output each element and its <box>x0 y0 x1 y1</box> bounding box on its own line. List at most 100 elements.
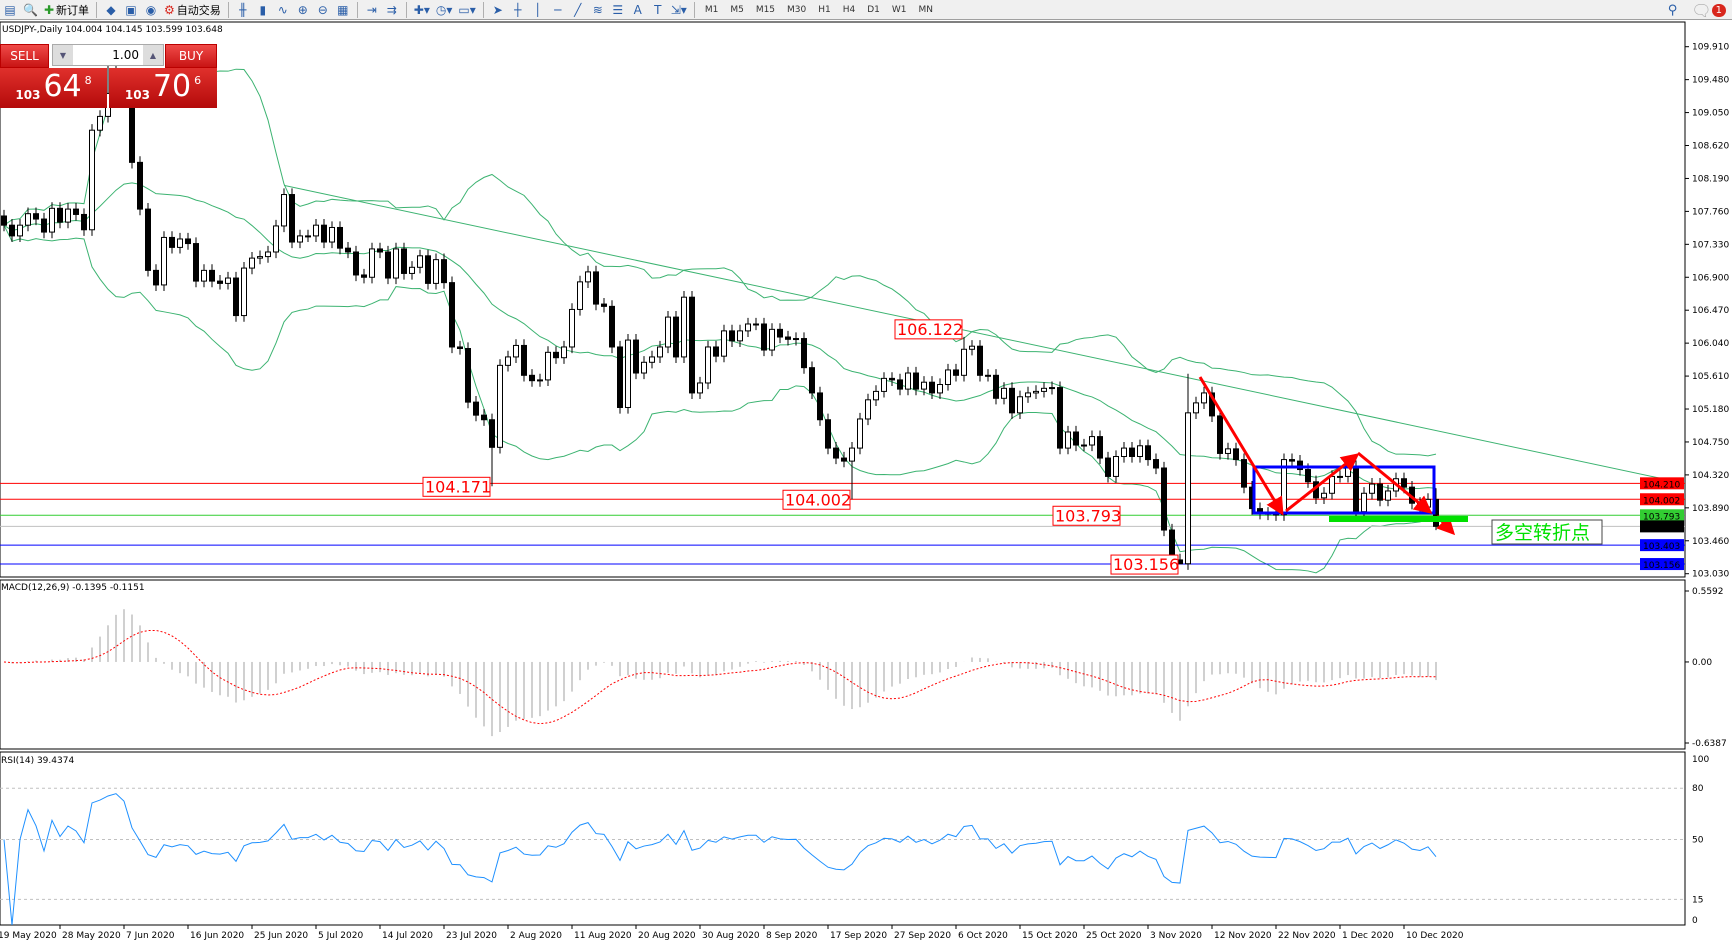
lot-size-input[interactable]: 1.00 <box>112 48 139 62</box>
candlestick-button[interactable]: ▮ <box>253 1 273 19</box>
vertical-line-button[interactable]: │ <box>528 1 548 19</box>
line-chart-button[interactable]: ∿ <box>273 1 293 19</box>
bid-price[interactable]: 103 64 8 <box>0 68 107 108</box>
trendline-button[interactable]: ╱ <box>568 1 588 19</box>
candle-body <box>1113 456 1119 477</box>
signals-button[interactable]: ◉ <box>141 1 161 19</box>
candle <box>281 188 287 233</box>
ask-price[interactable]: 103 70 6 <box>109 68 217 108</box>
candle <box>425 249 431 290</box>
candle <box>225 271 231 290</box>
timeframe-m15[interactable]: M15 <box>755 4 776 15</box>
timeframe-h1[interactable]: H1 <box>818 4 831 15</box>
timeframe-h4[interactable]: H4 <box>842 4 856 15</box>
timeframe-m30[interactable]: M30 <box>787 4 807 15</box>
date-tick-label: 20 Aug 2020 <box>638 931 696 941</box>
search-icon[interactable]: ⚲ <box>1667 2 1678 18</box>
chart-shift-button[interactable]: ⇥ <box>362 1 382 19</box>
candle <box>217 274 223 290</box>
candle-body <box>505 356 511 366</box>
candle-body <box>1129 447 1135 458</box>
zoom-chart-button[interactable]: 🔍 <box>20 1 41 19</box>
horizontal-line-button[interactable]: ─ <box>548 1 568 19</box>
timeframe-w1[interactable]: W1 <box>891 4 907 15</box>
candle <box>825 413 831 455</box>
lot-size-stepper[interactable]: ▼ 1.00 ▲ <box>52 44 164 66</box>
candle <box>257 250 263 265</box>
periods-button[interactable]: ◷▾ <box>433 1 456 19</box>
candle-body <box>273 225 279 253</box>
price-tag <box>1640 509 1684 522</box>
candle-body <box>777 328 783 338</box>
zoom-out-button[interactable]: ⊖ <box>313 1 333 19</box>
downtrend-line <box>283 184 1685 484</box>
timeframe-d1[interactable]: D1 <box>867 4 880 15</box>
date-tick-label: 27 Sep 2020 <box>894 931 951 941</box>
candle-body <box>1065 431 1071 449</box>
candle <box>649 350 655 369</box>
fibo-fan-button[interactable]: ☰ <box>608 1 628 19</box>
candle <box>73 202 79 221</box>
sell-button[interactable]: SELL <box>0 44 49 68</box>
candle-body <box>585 271 591 283</box>
fibonacci-button[interactable]: ≋ <box>588 1 608 19</box>
market-watch-button[interactable]: ◆ <box>101 1 121 19</box>
rsi-panel <box>0 751 1686 926</box>
notifications-button[interactable]: 🗨 1 <box>1691 1 1726 20</box>
candlestick-icon: ▮ <box>259 2 267 17</box>
zoom-in-button[interactable]: ⊕ <box>293 1 313 19</box>
candle <box>345 242 351 259</box>
tile-windows-button[interactable]: ▦ <box>333 1 353 19</box>
auto-scroll-button[interactable]: ⇉ <box>382 1 402 19</box>
new-order-icon: ✚ <box>43 2 55 17</box>
price-tag <box>1640 493 1684 506</box>
candle-body <box>305 235 311 238</box>
date-tick-label: 5 Jul 2020 <box>318 931 363 941</box>
arrows-button[interactable]: ⇲▾ <box>668 1 690 19</box>
candle <box>1041 382 1047 398</box>
new-chart-button[interactable]: ▤ <box>0 1 20 19</box>
candle <box>465 342 471 409</box>
candle <box>841 451 847 468</box>
date-tick-label: 3 Nov 2020 <box>1150 931 1202 941</box>
candle-body <box>41 218 47 233</box>
candle-body <box>681 296 687 358</box>
candle-body <box>1329 475 1335 494</box>
candle <box>369 242 375 284</box>
candle <box>1385 484 1391 507</box>
timeframe-mn[interactable]: MN <box>918 4 934 15</box>
candle <box>137 156 143 216</box>
candle-body <box>185 238 191 245</box>
price-label-box <box>894 319 963 340</box>
candle-body <box>1041 387 1047 392</box>
cursor-button[interactable]: ➤ <box>488 1 508 19</box>
candle-body <box>17 224 23 237</box>
candle <box>721 324 727 363</box>
auto-trading-button[interactable]: ⚙ 自动交易 <box>161 1 224 19</box>
bar-chart-button[interactable]: ╫ <box>233 1 253 19</box>
buy-button[interactable]: BUY <box>165 44 217 68</box>
candle-body <box>1425 498 1431 508</box>
timeframe-m1[interactable]: M1 <box>704 4 719 15</box>
timeframe-m5[interactable]: M5 <box>730 4 744 15</box>
candle <box>1209 386 1215 423</box>
candle-body <box>937 384 943 394</box>
templates-button[interactable]: ▭▾ <box>455 1 478 19</box>
candle-body <box>1385 490 1391 501</box>
date-tick-label: 1 Dec 2020 <box>1342 931 1394 941</box>
candle-body <box>873 390 879 401</box>
crosshair-button[interactable]: ┼ <box>508 1 528 19</box>
new-order-button[interactable]: ✚ 新订单 <box>41 1 92 19</box>
chat-icon: 🗨 <box>1691 0 1712 20</box>
candle <box>537 373 543 387</box>
text-button[interactable]: A <box>628 1 648 19</box>
candle-body <box>1153 459 1159 469</box>
text-label-button[interactable]: T <box>648 1 668 19</box>
navigator-button[interactable]: ▣ <box>121 1 141 19</box>
candle <box>681 291 687 364</box>
indicators-button[interactable]: ✚▾ <box>411 1 433 19</box>
decrease-lot-button[interactable]: ▼ <box>53 45 73 65</box>
increase-lot-button[interactable]: ▲ <box>143 45 163 65</box>
candle <box>1081 438 1087 452</box>
